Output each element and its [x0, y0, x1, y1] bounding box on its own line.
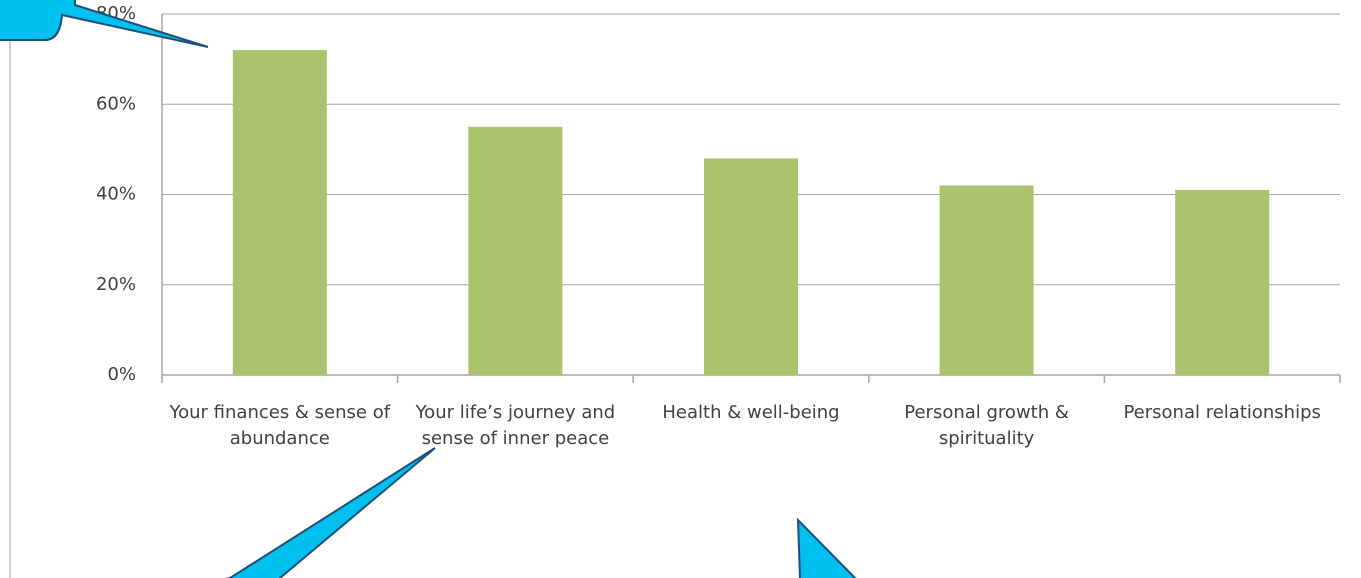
x-tick-label: Your finances & sense of abundance	[169, 402, 391, 449]
y-tick-label: 20%	[96, 274, 136, 295]
bar	[232, 50, 327, 375]
bar	[704, 158, 798, 375]
y-tick-label: 0%	[107, 364, 136, 385]
x-tick-label: Personal growth & spirituality	[904, 402, 1069, 449]
x-tick-label: Personal relationships	[1123, 402, 1321, 423]
x-tick-label: Your life’s journey and sense of inner p…	[415, 402, 616, 449]
bar	[468, 126, 563, 375]
y-tick-label: 80%	[96, 3, 136, 24]
x-tick-label: Health & well-being	[662, 402, 840, 423]
y-tick-label: 60%	[96, 93, 136, 114]
y-tick-label: 40%	[96, 184, 136, 205]
bar	[939, 185, 1034, 375]
bar	[1175, 189, 1270, 375]
